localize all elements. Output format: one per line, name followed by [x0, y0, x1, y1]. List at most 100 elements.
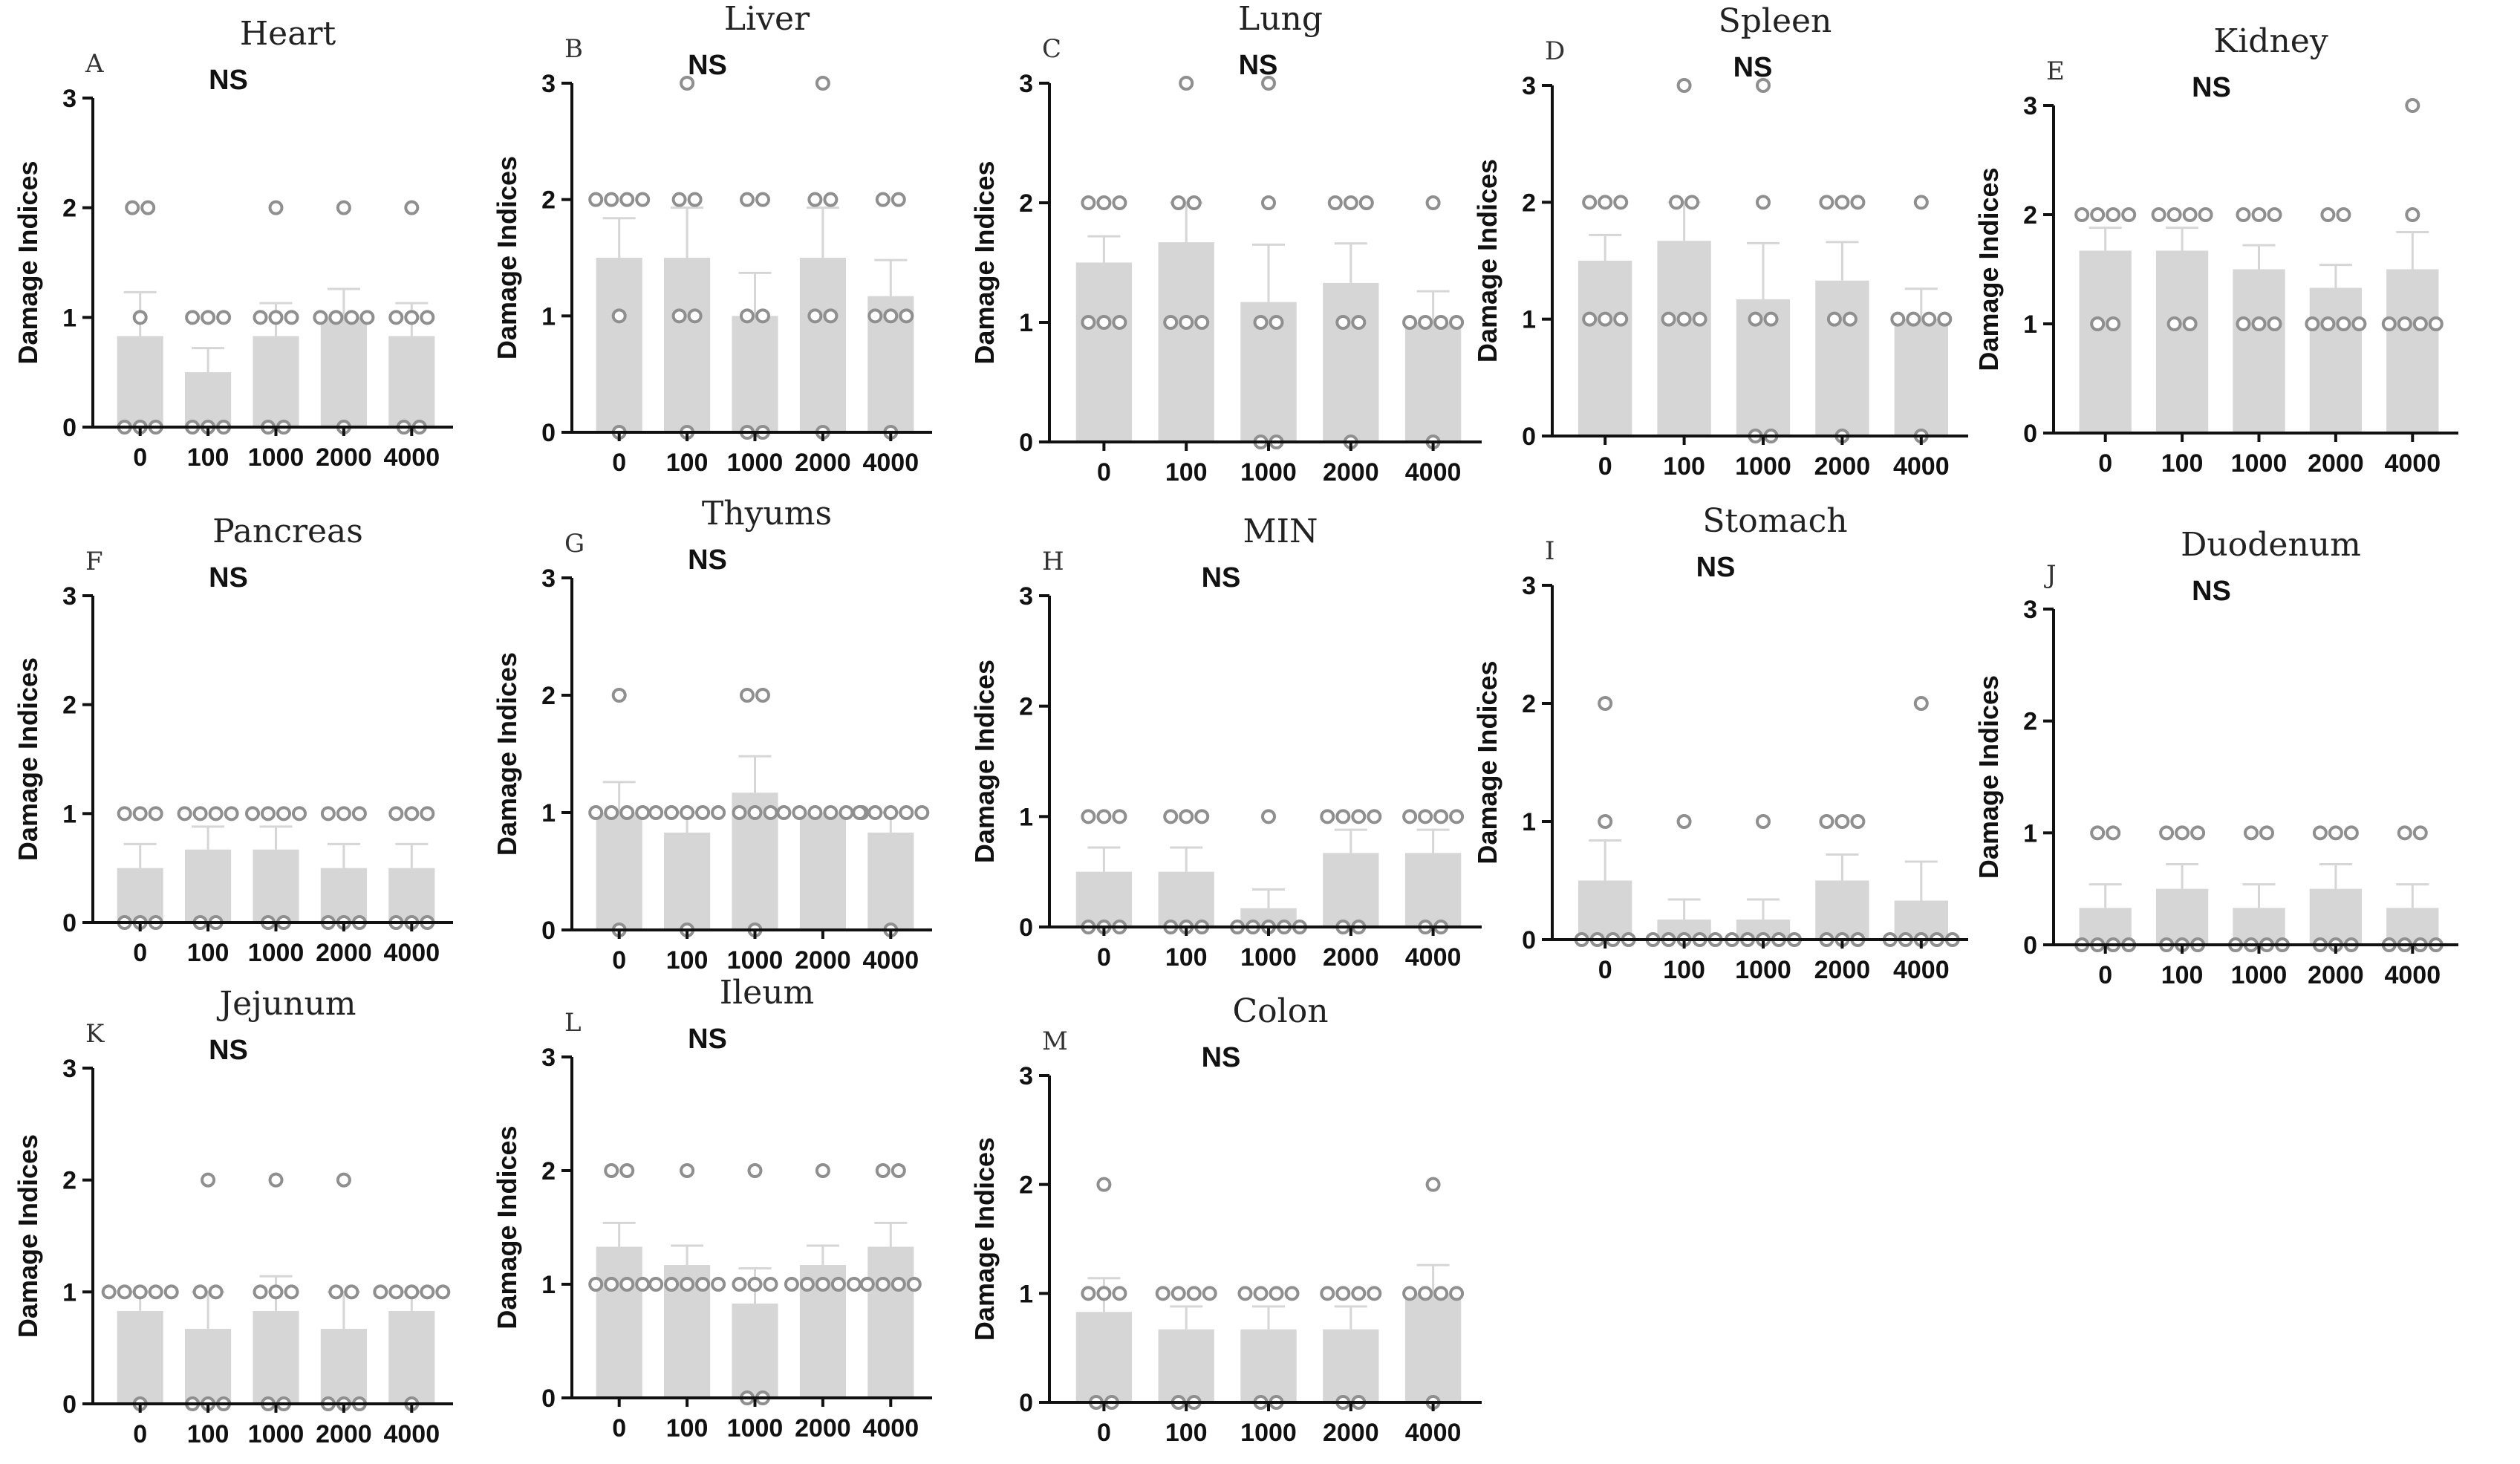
data-point: [245, 806, 260, 822]
bar: [1158, 871, 1214, 927]
data-point: [1284, 1286, 1300, 1301]
data-point: [1669, 195, 1684, 210]
data-point: [664, 1277, 680, 1292]
x-tick-label: 1000: [1240, 458, 1297, 487]
bar: [867, 1246, 914, 1398]
data-point: [132, 1284, 148, 1300]
y-tick-label: 1: [541, 799, 556, 827]
x-tick-label: 4000: [383, 939, 440, 967]
data-point: [1351, 809, 1367, 824]
bar: [2079, 250, 2132, 433]
bar: [1075, 1312, 1133, 1402]
data-point: [1449, 315, 1465, 330]
bar: [2309, 287, 2363, 433]
data-point: [1096, 1286, 1112, 1301]
data-point: [2267, 316, 2282, 331]
bar: [117, 1310, 163, 1404]
x-tick-label: 1000: [1240, 1419, 1297, 1447]
data-point: [1186, 195, 1202, 210]
data-point: [2267, 207, 2282, 222]
bar: [1323, 853, 1379, 927]
x-tick-label: 100: [666, 946, 709, 975]
y-tick-label: 1: [1019, 309, 1033, 337]
data-point: [2328, 825, 2343, 841]
x-tick-label: 1000: [248, 939, 305, 967]
data-point: [1327, 195, 1343, 210]
bar: [1578, 261, 1632, 436]
data-point: [891, 1277, 906, 1292]
data-point: [1194, 315, 1210, 330]
data-point: [2336, 316, 2351, 331]
data-point: [313, 310, 328, 325]
significance-label: NS: [209, 562, 248, 593]
data-point: [1081, 1286, 1096, 1301]
x-tick-label: 4000: [862, 449, 919, 477]
data-point: [875, 1163, 891, 1178]
panel-letter: L: [564, 1008, 582, 1038]
x-tick-label: 0: [612, 449, 626, 477]
data-point: [359, 310, 375, 325]
x-tick-label: 1000: [727, 1414, 784, 1442]
x-tick-label: 1000: [248, 1420, 305, 1448]
data-point: [328, 310, 344, 325]
data-point: [163, 1284, 179, 1300]
x-tick-label: 0: [1097, 1419, 1111, 1447]
data-point: [899, 308, 914, 324]
data-point: [604, 192, 619, 207]
y-tick-label: 2: [62, 195, 76, 223]
y-tick-label: 0: [1019, 1389, 1033, 1417]
panel-title: Pancreas: [212, 513, 363, 550]
data-point: [891, 1163, 906, 1178]
x-tick-label: 100: [187, 1420, 229, 1448]
x-tick-label: 100: [187, 939, 229, 967]
data-point: [732, 1277, 747, 1292]
y-axis-label: Damage Indices: [1472, 159, 1502, 362]
x-tick-label: 100: [666, 1414, 709, 1442]
x-tick-label: 1000: [2231, 449, 2288, 478]
y-axis-label: Damage Indices: [492, 652, 522, 856]
data-point: [2305, 316, 2320, 331]
y-tick-label: 1: [2023, 819, 2037, 848]
data-point: [2312, 825, 2328, 841]
data-point: [588, 192, 604, 207]
panel-pancreas: F Pancreas NS Damage Indices 0 100 1000 2000 400…: [13, 513, 453, 967]
panel-letter: G: [564, 529, 585, 559]
y-tick-label: 3: [2023, 596, 2037, 624]
x-tick-label: 2000: [1323, 458, 1379, 487]
data-point: [680, 1277, 695, 1292]
y-tick-label: 1: [541, 302, 556, 331]
data-point: [1096, 315, 1112, 330]
data-point: [1598, 311, 1613, 327]
panel-letter: C: [1042, 34, 1061, 64]
data-point: [1906, 311, 1921, 327]
data-point: [344, 310, 359, 325]
y-axis-label: Damage Indices: [13, 160, 43, 364]
data-point: [1202, 1286, 1217, 1301]
data-point: [268, 1284, 284, 1300]
bar: [596, 1246, 642, 1398]
x-tick-label: 2000: [316, 1420, 372, 1448]
data-point: [2343, 825, 2359, 841]
panel-letter: K: [85, 1019, 105, 1049]
data-point: [671, 308, 687, 324]
data-point: [1155, 1286, 1171, 1301]
data-point: [823, 308, 839, 324]
data-point: [815, 76, 830, 91]
data-point: [1253, 1286, 1269, 1301]
data-point: [747, 1163, 763, 1178]
y-axis-label: Damage Indices: [13, 657, 43, 861]
panel-title: Colon: [1232, 992, 1328, 1030]
data-point: [611, 688, 627, 703]
bar: [320, 317, 367, 427]
data-point: [1684, 195, 1700, 210]
y-tick-label: 1: [62, 800, 76, 828]
data-point: [2259, 825, 2274, 841]
bar: [117, 868, 163, 923]
data-point: [276, 806, 291, 822]
x-tick-label: 100: [187, 443, 229, 472]
bar: [253, 336, 299, 427]
data-point: [1937, 311, 1953, 327]
data-point: [807, 805, 823, 820]
data-point: [604, 1277, 619, 1292]
data-point: [284, 1284, 299, 1300]
